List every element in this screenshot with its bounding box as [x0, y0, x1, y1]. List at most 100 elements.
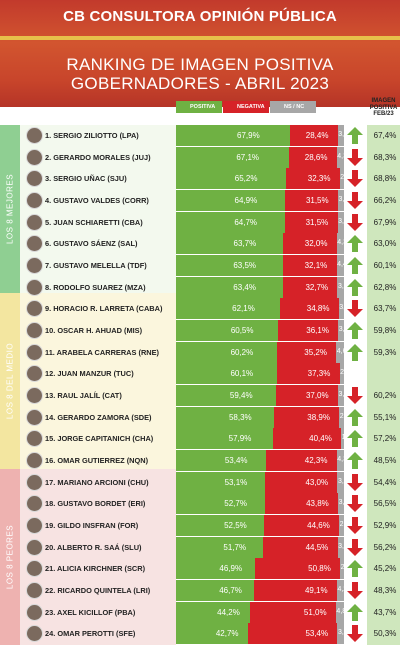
table-row: 2. GERARDO MORALES (JUJ) 67,1% 28,6% 4,3 68,… [20, 146, 400, 169]
header-banner: CB CONSULTORA OPINIÓN PÚBLICA RANKING DE… [0, 0, 400, 107]
data-label-negative: 34,8% [306, 304, 330, 314]
arrow-up-icon [347, 452, 363, 470]
bar-negative [277, 341, 337, 363]
governor-name: 8. RODOLFO SUAREZ (MZA) [45, 282, 146, 292]
bar-ns [337, 125, 344, 146]
arrow-up-icon [347, 127, 363, 144]
footer-space [0, 645, 400, 661]
governor-name: 7. GUSTAVO MELELLA (TDF) [45, 261, 147, 271]
bar-ns [336, 255, 344, 277]
rows-background-best [20, 125, 176, 293]
avatar [26, 235, 43, 253]
bar-ns [338, 320, 344, 342]
data-label-positive: 60,2% [230, 347, 254, 357]
group-label-worst: LOS 8 PEORES [5, 524, 15, 590]
table-row: 16. OMAR GUTIERREZ (NQN) 53,4% 42,3% 4,3 48,… [20, 450, 400, 472]
bar-ns [340, 558, 344, 580]
rows-background-worst [20, 469, 176, 645]
title-line-2: GOBERNADORES - ABRIL 2023 [70, 74, 330, 93]
table-row: 3. SERGIO UÑAC (SJU) 65,2% 32,3% 2,5 68,8% [20, 168, 400, 190]
avatar [26, 625, 43, 643]
previous-value: 63,7% [373, 304, 397, 314]
bar-positive [176, 255, 283, 277]
bar-ns [341, 428, 344, 450]
legend-negative: NEGATIVA [223, 101, 269, 113]
bar-positive [176, 471, 266, 493]
previous-value: 67,9% [373, 217, 397, 227]
arrow-down-icon [347, 387, 363, 405]
table-row: 17. MARIANO ARCIONI (CHU) 53,1% 43,0% 3,9 54… [20, 471, 400, 494]
governor-name: 23. AXEL KICILLOF (PBA) [45, 607, 136, 617]
group-band-middle [0, 293, 20, 469]
bar-ns [337, 623, 344, 645]
data-label-negative: 53,4% [305, 629, 329, 639]
data-label-ns: 3,6 [338, 196, 349, 203]
table-row: 22. RICARDO QUINTELA (LRI) 46,7% 49,1% 4,2 4… [20, 580, 400, 602]
data-label-ns: 3,1 [339, 304, 350, 312]
data-label-negative: 38,9% [307, 412, 330, 422]
avatar [26, 278, 43, 296]
data-label-negative: 44,6% [307, 521, 330, 531]
previous-value: 56,2% [373, 542, 397, 552]
bar-ns [336, 450, 344, 472]
avatar [26, 170, 43, 188]
previous-header-line-3: FEB/23 [373, 111, 394, 117]
previous-column-header: IMAGEN POSITIVA FEB/23 [367, 98, 400, 118]
bar-positive [176, 276, 283, 298]
brand-divider [0, 36, 400, 40]
previous-value: 48,5% [373, 456, 397, 466]
governor-name: 1. SERGIO ZILIOTTO (LPA) [45, 131, 139, 140]
bar-ns [336, 233, 344, 255]
table-row: 14. GERARDO ZAMORA (SDE) 58,3% 38,9% 2,8 55,… [20, 406, 400, 429]
data-label-ns: 3,7 [338, 131, 349, 138]
bar-negative [273, 428, 342, 450]
table-row: 20. ALBERTO R. SAÁ (SLU) 51,7% 44,5% 3,8 56,… [20, 536, 400, 559]
data-label-negative: 28,4% [305, 131, 329, 140]
data-label-positive: 42,7% [215, 629, 239, 639]
arrow-down-icon [347, 538, 363, 556]
governor-name: 12. JUAN MANZUR (TUC) [45, 369, 134, 379]
data-label-ns: 2,5 [340, 174, 351, 182]
previous-value: 43,7% [373, 607, 397, 617]
bar-positive [176, 320, 278, 342]
data-label-ns: 3,6 [338, 391, 349, 399]
previous-value: 68,3% [373, 152, 397, 162]
table-row: 13. RAUL JALÍL (CAT) 59,4% 37,0% 3,6 60,2% [20, 385, 400, 407]
previous-value: 68,8% [373, 174, 397, 184]
data-label-ns: 3,9 [337, 282, 348, 290]
bar-positive [176, 168, 286, 190]
arrow-down-icon [347, 473, 363, 491]
governor-name: 17. MARIANO ARCIONI (CHU) [45, 477, 149, 487]
avatar [26, 343, 43, 361]
data-label-positive: 63,4% [233, 282, 256, 292]
arrow-up-icon [347, 408, 363, 426]
data-label-negative: 43,0% [305, 477, 329, 487]
avatar [26, 127, 43, 144]
avatar [26, 452, 43, 470]
avatar [26, 300, 43, 318]
bar-negative [288, 146, 337, 168]
avatar [26, 365, 43, 383]
arrow-down-icon [347, 582, 363, 600]
data-label-negative: 51,0% [303, 607, 327, 617]
data-label-negative: 44,5% [305, 542, 329, 552]
arrow-up-icon [347, 343, 363, 361]
avatar [26, 430, 43, 448]
group-band-worst [0, 469, 20, 645]
previous-header-line-2: POSITIVA [369, 104, 398, 111]
data-label-positive: 65,2% [234, 174, 258, 184]
table-row: 15. JORGE CAPITANICH (CHA) 57,9% 40,4% 1,7 5… [20, 428, 400, 450]
group-band-best [0, 125, 20, 293]
bar-positive [176, 515, 265, 537]
bar-ns [336, 341, 344, 363]
data-label-negative: 31,5% [305, 196, 329, 205]
table-row: 18. GUSTAVO BORDET (ERI) 52,7% 43,8% 3,5 56,… [20, 493, 400, 515]
previous-value: 60,1% [373, 261, 397, 271]
data-label-ns: 4,4 [337, 261, 347, 269]
arrow-down-icon [347, 148, 363, 166]
data-label-positive: 63,5% [233, 261, 257, 271]
previous-value: 45,2% [373, 564, 397, 574]
governor-name: 6. GUSTAVO SÁENZ (SAL) [45, 239, 138, 249]
bar-negative [265, 450, 337, 472]
arrow-up-icon [347, 235, 363, 253]
